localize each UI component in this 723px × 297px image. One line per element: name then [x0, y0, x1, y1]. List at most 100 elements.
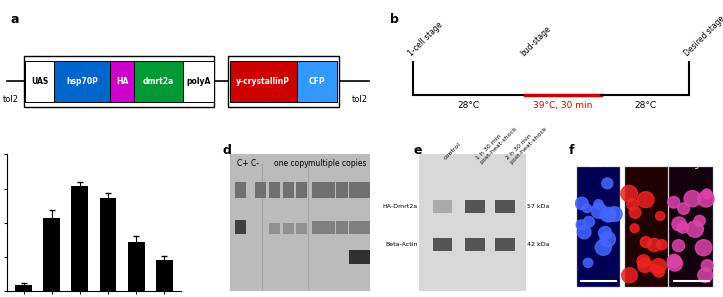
Bar	[283, 182, 294, 198]
Text: HA-Dmrt2a: HA-Dmrt2a	[383, 204, 418, 209]
Bar	[336, 182, 348, 198]
Circle shape	[607, 207, 623, 222]
Circle shape	[641, 237, 651, 248]
Bar	[360, 250, 372, 264]
Text: d: d	[223, 143, 231, 157]
Bar	[360, 221, 372, 234]
Bar	[183, 61, 213, 102]
Bar	[324, 182, 335, 198]
Bar	[72, 186, 88, 291]
Circle shape	[594, 200, 603, 209]
Circle shape	[583, 204, 591, 213]
Text: 1-cell stage: 1-cell stage	[406, 20, 445, 58]
Circle shape	[701, 260, 713, 271]
Text: dmrt2a: dmrt2a	[142, 77, 174, 86]
Text: f: f	[568, 143, 574, 157]
Bar	[349, 182, 360, 198]
Text: UAS: UAS	[31, 77, 48, 86]
Text: Desired stage: Desired stage	[683, 14, 723, 58]
Text: DAPI: DAPI	[589, 160, 609, 169]
Circle shape	[601, 207, 616, 222]
Text: 28°C: 28°C	[634, 101, 656, 110]
Bar	[15, 285, 32, 291]
Bar	[24, 56, 213, 107]
Circle shape	[602, 178, 613, 189]
Bar	[495, 238, 515, 252]
Circle shape	[600, 232, 615, 247]
Circle shape	[604, 210, 615, 221]
Bar	[577, 167, 620, 287]
Bar	[155, 260, 173, 291]
Bar	[669, 167, 713, 287]
Circle shape	[702, 189, 711, 199]
Circle shape	[576, 197, 589, 210]
Bar	[128, 242, 145, 291]
Bar	[495, 200, 515, 213]
Circle shape	[583, 258, 593, 267]
Bar	[312, 182, 324, 198]
Circle shape	[694, 215, 705, 226]
Circle shape	[672, 240, 685, 252]
Bar	[230, 61, 297, 102]
Circle shape	[638, 192, 654, 208]
Text: a: a	[11, 13, 20, 26]
Text: e: e	[414, 143, 422, 157]
Bar	[269, 182, 281, 198]
Bar	[255, 182, 266, 198]
Text: one copy: one copy	[274, 159, 309, 168]
Text: bud-stage: bud-stage	[518, 24, 552, 58]
Bar	[134, 61, 183, 102]
Text: 28°C: 28°C	[458, 101, 480, 110]
Circle shape	[684, 191, 701, 207]
Bar	[465, 238, 484, 252]
Circle shape	[687, 221, 703, 237]
Text: 2 h 30 min
post-heat-shock: 2 h 30 min post-heat-shock	[505, 121, 549, 165]
Circle shape	[668, 196, 680, 208]
Circle shape	[638, 258, 652, 272]
Bar	[54, 61, 111, 102]
Bar	[235, 220, 247, 234]
Text: tol2: tol2	[3, 95, 19, 105]
Bar	[25, 61, 54, 102]
Circle shape	[677, 203, 690, 214]
Bar	[100, 198, 116, 291]
Circle shape	[630, 224, 639, 233]
Bar	[433, 200, 453, 213]
Text: HA: HA	[116, 77, 129, 86]
Bar	[433, 238, 453, 252]
Text: y-crystallinP: y-crystallinP	[236, 77, 291, 86]
Bar	[324, 221, 335, 234]
Circle shape	[651, 259, 666, 273]
Text: 42 kDa: 42 kDa	[528, 242, 550, 247]
Text: b: b	[390, 13, 399, 26]
Circle shape	[583, 217, 594, 227]
Bar	[625, 167, 668, 287]
Bar	[43, 218, 60, 291]
Circle shape	[578, 225, 591, 239]
Circle shape	[576, 220, 586, 230]
Bar	[336, 221, 348, 234]
Circle shape	[698, 268, 713, 282]
Circle shape	[627, 199, 638, 210]
Circle shape	[622, 268, 637, 283]
Text: 57 kDa: 57 kDa	[528, 204, 549, 209]
Text: polyA: polyA	[186, 77, 210, 86]
Text: Merge: Merge	[678, 160, 704, 169]
Bar	[296, 223, 307, 234]
Text: Beta-Actin: Beta-Actin	[385, 242, 418, 247]
Circle shape	[650, 264, 659, 273]
Circle shape	[656, 240, 667, 250]
Bar	[269, 223, 281, 234]
Circle shape	[656, 211, 664, 220]
Circle shape	[595, 240, 612, 255]
Bar	[297, 61, 337, 102]
Bar	[111, 61, 134, 102]
Bar	[235, 182, 247, 198]
Text: tol2: tol2	[352, 95, 368, 105]
Bar	[465, 200, 484, 213]
Text: hsp70P: hsp70P	[67, 77, 98, 86]
Circle shape	[696, 240, 712, 256]
Circle shape	[591, 203, 607, 218]
Text: multiple copies: multiple copies	[309, 159, 367, 168]
Text: control: control	[442, 142, 462, 161]
